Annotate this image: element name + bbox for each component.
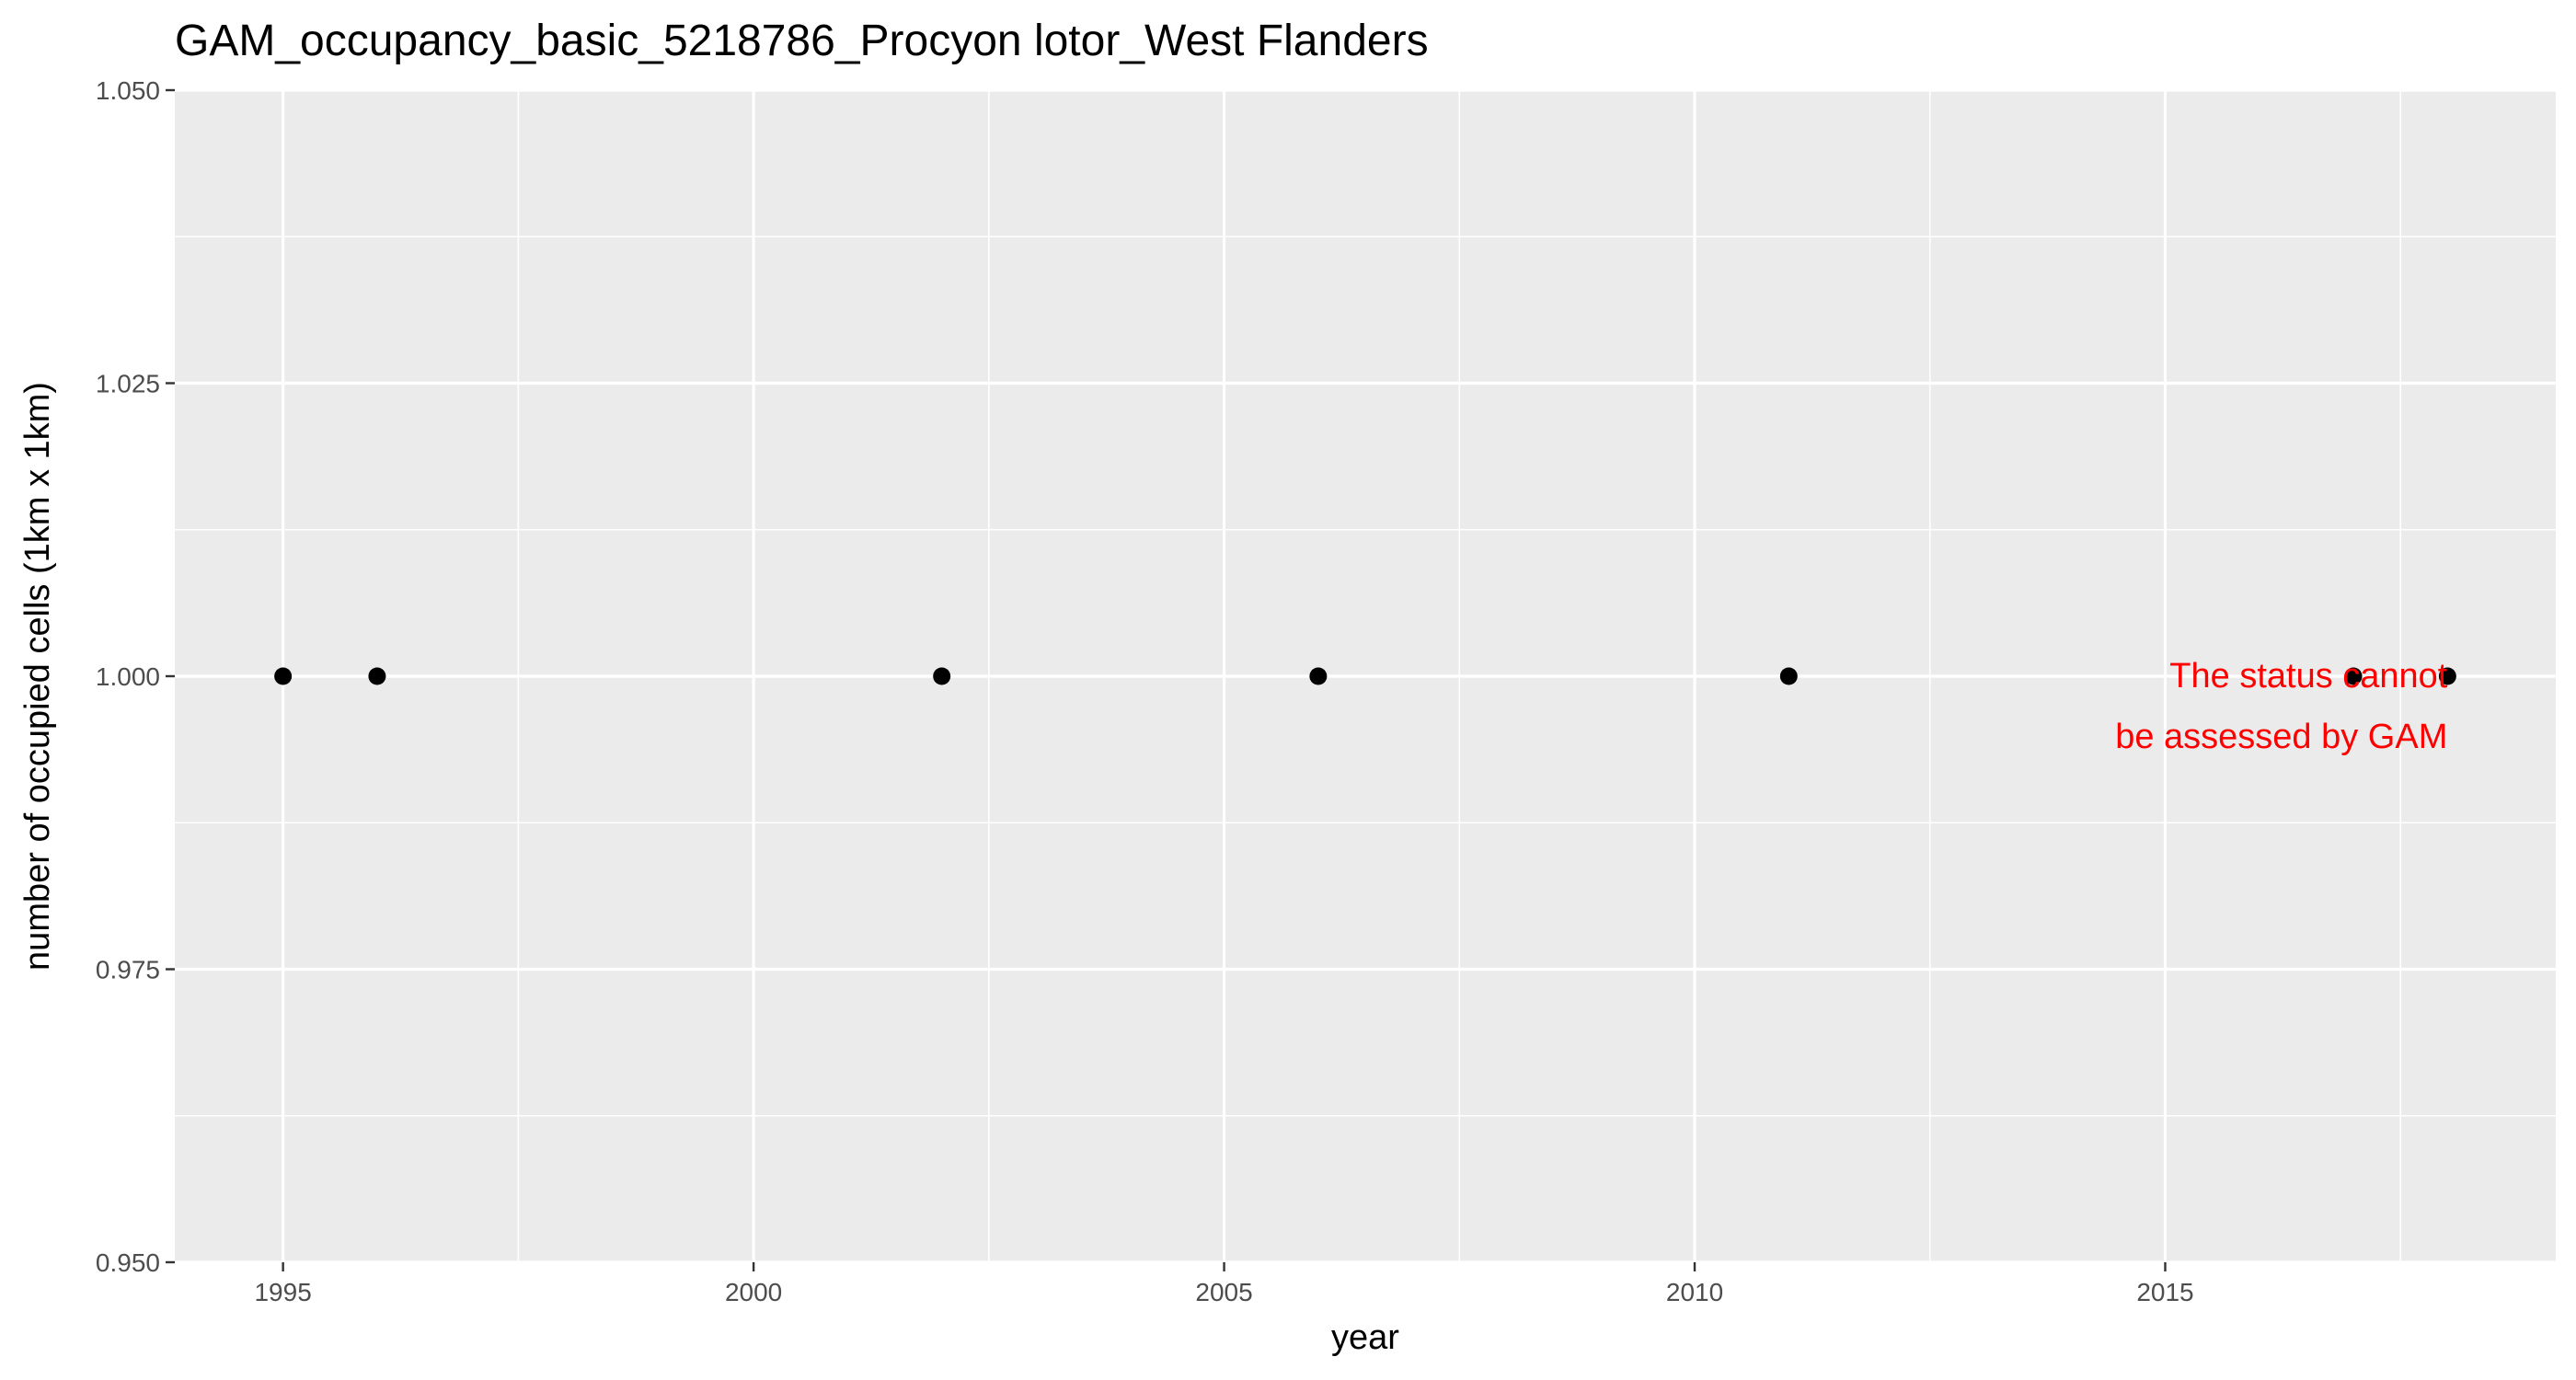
y-tick-label: 1.025 [96,370,160,398]
y-tick-label: 1.050 [96,76,160,105]
y-tick-label: 1.000 [96,662,160,691]
data-point [1779,667,1798,685]
data-point [2344,667,2363,685]
data-point [274,667,293,685]
y-axis-title: number of occupied cells (1km x 1km) [18,382,57,971]
data-point [933,667,951,685]
annotation-line: The status cannot [2169,657,2448,696]
data-point [368,667,386,685]
y-tick-label: 0.950 [96,1248,160,1277]
status-annotation: The status cannot be assessed by GAM [2115,657,2448,756]
y-tick-label: 0.975 [96,956,160,984]
axis-ticks: 1995 2000 2005 2010 2015 0.950 0.975 1.000 1.025… [96,76,2194,1306]
x-tick-label: 2010 [1666,1278,1723,1306]
data-point [1309,667,1328,685]
x-axis-title: year [1331,1318,1399,1357]
data-point [2438,667,2456,685]
annotation-line: be assessed by GAM [2115,718,2447,756]
x-tick-label: 1995 [254,1278,311,1306]
x-tick-label: 2015 [2136,1278,2193,1306]
x-tick-label: 2000 [725,1278,782,1306]
chart-title: GAM_occupancy_basic_5218786_Procyon loto… [175,17,1429,65]
data-points [274,667,2456,685]
x-tick-label: 2005 [1195,1278,1252,1306]
